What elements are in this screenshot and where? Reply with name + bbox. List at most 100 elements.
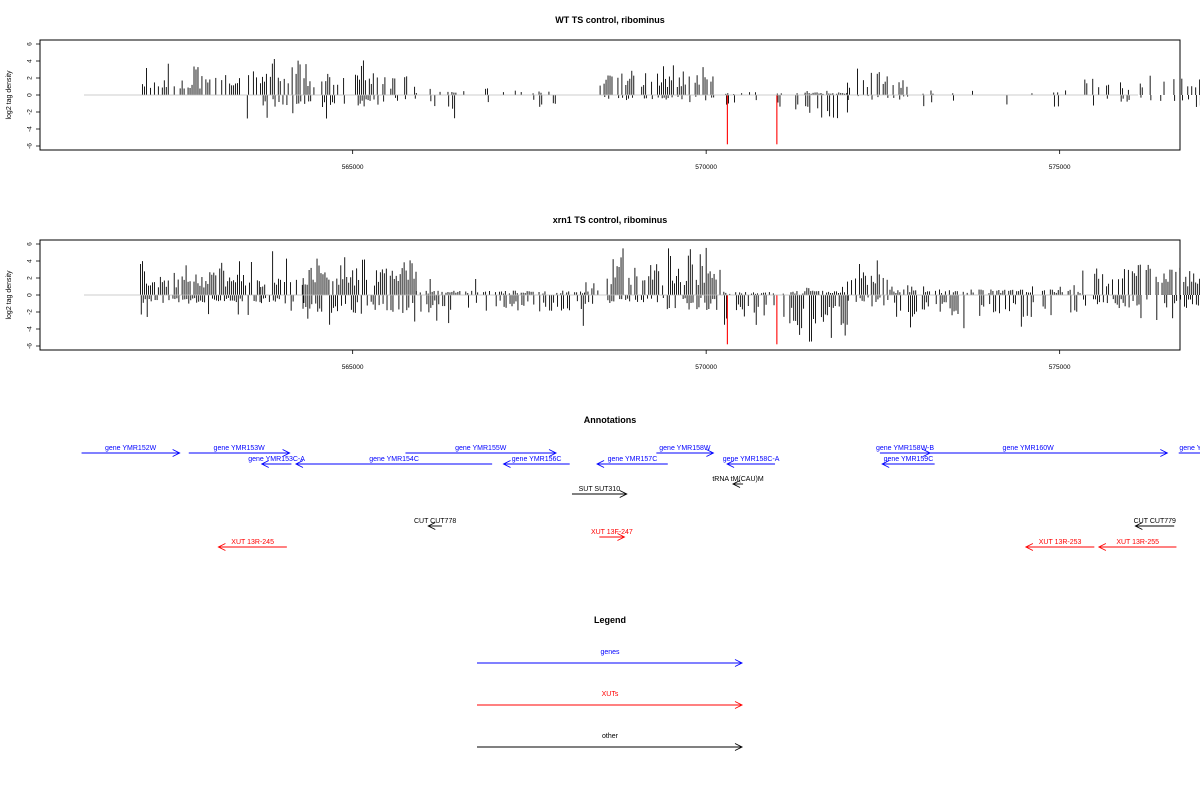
y-tick-label: 0 <box>27 293 34 297</box>
arrow-head-icon <box>706 449 715 457</box>
y-axis-label: log2 tag density <box>6 70 13 120</box>
arrow-head-icon <box>260 460 269 468</box>
feature-genes: gene YMR159C <box>881 456 935 468</box>
feature-label: SUT SUT310 <box>579 486 621 493</box>
feature-XUTs: XUT 13R-245 <box>217 539 287 551</box>
feature-genes: gene YMR158W <box>656 445 715 457</box>
y-tick-label: 0 <box>27 93 34 97</box>
feature-genes: gene YMR155W <box>405 445 558 457</box>
y-tick-label: 6 <box>27 42 34 46</box>
feature-label: gene YMR160W <box>1003 445 1055 452</box>
arrow-head-icon <box>881 460 890 468</box>
feature-genes: gene YMR156C <box>502 456 570 468</box>
legend: Legend genes XUTs other <box>477 615 744 751</box>
bars <box>142 59 1200 119</box>
feature-XUTs: XUT 13R-255 <box>1097 539 1177 551</box>
arrow-head-icon <box>726 460 735 468</box>
feature-other: SUT SUT310 <box>571 486 628 498</box>
arrow-head-icon <box>427 522 436 530</box>
chart-title: WT TS control, ribominus <box>555 15 665 25</box>
feature-label: CUT CUT778 <box>414 518 456 525</box>
feature-label: gene YMR153W <box>214 445 266 452</box>
arrow-head-icon <box>548 449 558 457</box>
feature-XUTs: XUT 13R-253 <box>1024 539 1095 551</box>
feature-other: tRNA tM(CAU)M <box>712 476 764 488</box>
y-tick-label: -6 <box>27 343 34 349</box>
arrow-head-icon <box>294 460 304 468</box>
feature-label: gene YMR156C <box>512 456 562 463</box>
arrow-head-icon <box>1024 543 1034 551</box>
annotations-track: Annotations gene YMR152W gene YMR153Wgene… <box>81 415 1200 551</box>
feature-label: gene YMR153C-A <box>248 456 305 463</box>
x-tick-label: 570000 <box>695 364 717 371</box>
y-tick-label: -4 <box>27 126 34 132</box>
feature-label: gene YMR154C <box>369 456 419 463</box>
feature-label: gene YMR159C <box>884 456 934 463</box>
y-axis-label: log2 tag density <box>6 270 13 320</box>
feature-genes: gene YMR154C <box>294 456 493 468</box>
feature-list: gene YMR152W gene YMR153W gene YMR153C-A ge… <box>81 445 1200 551</box>
x-tick-label: 575000 <box>1049 164 1071 171</box>
x-tick-label: 565000 <box>342 364 364 371</box>
y-tick-label: -4 <box>27 326 34 332</box>
arrow-head-icon <box>217 543 226 551</box>
feature-genes: gene YMR160W <box>889 445 1169 457</box>
feature-genes: gene YMR158C-A <box>723 456 780 468</box>
feature-label: gene YMR158W-B <box>876 445 934 452</box>
arrow-head-icon <box>172 449 181 457</box>
feature-label: XUT 13R-245 <box>231 539 274 546</box>
y-tick-label: -6 <box>27 143 34 149</box>
feature-label: XUT 13R-255 <box>1116 539 1159 546</box>
y-tick-label: 6 <box>27 242 34 246</box>
chart-title: xrn1 TS control, ribominus <box>553 215 668 225</box>
feature-genes: gene YMR157C <box>596 456 668 468</box>
y-tick-label: 2 <box>27 276 34 280</box>
feature-label: gene YMR152W <box>105 445 157 452</box>
y-ticks: -6 -4 -2 0 2 4 6 <box>27 42 40 149</box>
panel-xrn1: xrn1 TS control, ribominus log2 tag dens… <box>6 215 1200 371</box>
feature-other: CUT CUT778 <box>414 518 456 530</box>
feature-genes: gene YMR152W <box>81 445 181 457</box>
feature-genes: gene YMR153W <box>188 445 291 457</box>
legend-item-other: other <box>477 733 744 751</box>
y-tick-label: 2 <box>27 76 34 80</box>
arrow-head-icon <box>596 460 605 468</box>
arrow-head-icon <box>1097 543 1107 551</box>
highlight-bars <box>726 295 778 345</box>
x-tick-label: 570000 <box>695 164 717 171</box>
panel-wt: WT TS control, ribominus log2 tag densit… <box>6 15 1200 171</box>
legend-items: genes XUTs other <box>477 649 744 751</box>
feature-label: XUT 13F-247 <box>591 529 633 536</box>
bars <box>140 247 1200 342</box>
feature-label: CUT CUT779 <box>1134 518 1176 525</box>
feature-label: gene YMR157C <box>608 456 658 463</box>
feature-XUTs: XUT 13F-247 <box>591 529 633 541</box>
feature-label: gene YMR161W <box>1179 445 1200 452</box>
legend-label: other <box>602 733 619 740</box>
x-tick-label: 575000 <box>1049 364 1071 371</box>
arrow-head-icon <box>734 659 744 667</box>
y-tick-label: -2 <box>27 109 34 115</box>
y-tick-label: -2 <box>27 309 34 315</box>
annotations-title: Annotations <box>584 415 637 425</box>
legend-title: Legend <box>594 615 626 625</box>
feature-label: gene YMR158W <box>659 445 711 452</box>
y-ticks: -6 -4 -2 0 2 4 6 <box>27 242 40 349</box>
feature-genes: gene YMR153C-A <box>248 456 305 468</box>
arrow-head-icon <box>617 533 626 541</box>
arrow-head-icon <box>1160 449 1169 457</box>
arrow-head-icon <box>282 449 291 457</box>
feature-label: gene YMR158C-A <box>723 456 780 463</box>
feature-genes: gene YMR161W <box>1178 445 1200 454</box>
x-ticks: 565000 570000 575000 <box>342 150 1071 171</box>
legend-label: genes <box>600 649 620 656</box>
x-tick-label: 565000 <box>342 164 364 171</box>
feature-label: gene YMR155W <box>455 445 507 452</box>
legend-item-xuts: XUTs <box>477 691 744 709</box>
arrow-head-icon <box>732 480 741 488</box>
feature-other: CUT CUT779 <box>1134 518 1176 530</box>
feature-label: XUT 13R-253 <box>1039 539 1082 546</box>
y-tick-label: 4 <box>27 259 34 263</box>
arrow-head-icon <box>619 490 628 498</box>
